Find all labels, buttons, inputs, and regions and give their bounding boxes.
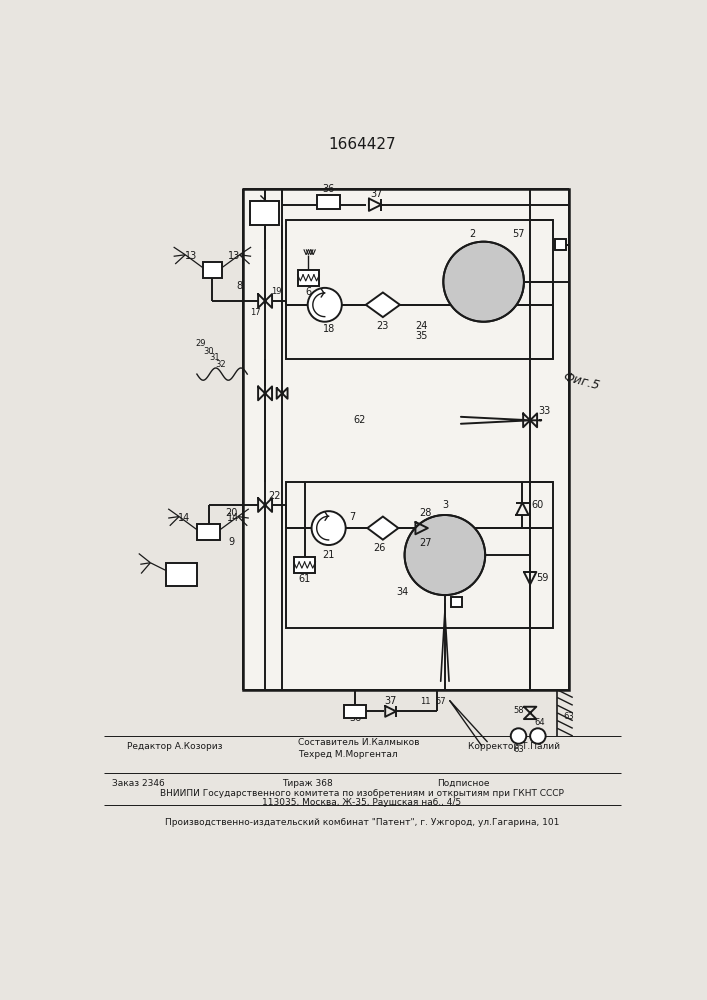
Bar bbox=[344, 705, 366, 718]
Text: 14: 14 bbox=[175, 569, 187, 579]
Text: 61: 61 bbox=[298, 574, 310, 584]
Text: 21: 21 bbox=[322, 550, 335, 560]
Text: 18: 18 bbox=[322, 324, 334, 334]
Bar bbox=[286, 482, 554, 628]
Bar bbox=[317, 195, 340, 209]
Text: 59: 59 bbox=[537, 573, 549, 583]
Bar bbox=[293, 557, 315, 573]
Circle shape bbox=[510, 728, 526, 744]
Text: 63: 63 bbox=[563, 712, 574, 721]
Bar bbox=[243, 189, 569, 690]
Text: Подписное: Подписное bbox=[437, 779, 490, 788]
Circle shape bbox=[404, 515, 485, 595]
Text: Тираж 368: Тираж 368 bbox=[282, 779, 333, 788]
Text: Производственно-издательский комбинат "Патент", г. Ужгород, ул.Гагарина, 101: Производственно-издательский комбинат "П… bbox=[165, 818, 559, 827]
Circle shape bbox=[443, 242, 524, 322]
Text: 28: 28 bbox=[419, 508, 432, 518]
Text: 6: 6 bbox=[305, 287, 312, 297]
Text: 60: 60 bbox=[532, 500, 544, 510]
Bar bbox=[166, 563, 197, 586]
Text: Техред М.Моргентал: Техред М.Моргентал bbox=[298, 750, 397, 759]
Text: 36: 36 bbox=[322, 184, 334, 194]
Text: 113035, Москва, Ж-35, Раушская наб., 4/5: 113035, Москва, Ж-35, Раушская наб., 4/5 bbox=[262, 798, 462, 807]
Bar bbox=[250, 201, 279, 225]
Text: 27: 27 bbox=[419, 538, 432, 548]
Text: 29: 29 bbox=[196, 339, 206, 348]
Bar bbox=[298, 270, 320, 286]
Text: 24: 24 bbox=[416, 321, 428, 331]
Text: Заказ 2346: Заказ 2346 bbox=[112, 779, 164, 788]
Text: 26: 26 bbox=[373, 543, 385, 553]
Text: 37: 37 bbox=[370, 189, 383, 199]
Circle shape bbox=[308, 288, 341, 322]
Text: 37: 37 bbox=[385, 696, 397, 706]
Bar bbox=[286, 220, 554, 359]
Bar bbox=[451, 597, 462, 607]
Text: 11: 11 bbox=[420, 697, 431, 706]
Text: 8: 8 bbox=[236, 281, 243, 291]
Text: 13: 13 bbox=[228, 251, 240, 261]
Text: Корректор Т.Палий: Корректор Т.Палий bbox=[468, 742, 560, 751]
Text: 81: 81 bbox=[258, 208, 270, 218]
Text: 9: 9 bbox=[228, 537, 235, 547]
Bar bbox=[203, 262, 222, 278]
Circle shape bbox=[312, 511, 346, 545]
Text: 1664427: 1664427 bbox=[328, 137, 396, 152]
Text: 33: 33 bbox=[538, 406, 550, 416]
Text: 31: 31 bbox=[209, 353, 220, 362]
Text: 64: 64 bbox=[534, 718, 544, 727]
Text: 14: 14 bbox=[227, 513, 240, 523]
Text: 30: 30 bbox=[203, 347, 214, 356]
Circle shape bbox=[530, 728, 546, 744]
Text: 36: 36 bbox=[349, 713, 361, 723]
Polygon shape bbox=[366, 292, 400, 317]
Text: 23: 23 bbox=[377, 321, 389, 331]
Text: 32: 32 bbox=[215, 360, 226, 369]
Text: 57: 57 bbox=[513, 229, 525, 239]
Text: 14: 14 bbox=[177, 513, 189, 523]
Text: 62: 62 bbox=[354, 415, 366, 425]
Text: 2: 2 bbox=[469, 229, 475, 239]
Bar bbox=[197, 524, 220, 540]
Text: 22: 22 bbox=[268, 491, 281, 501]
Text: Фиг.5: Фиг.5 bbox=[561, 371, 601, 393]
Text: 34: 34 bbox=[396, 587, 409, 597]
Polygon shape bbox=[368, 517, 398, 540]
Text: ВНИИПИ Государственного комитета по изобретениям и открытиям при ГКНТ СССР: ВНИИПИ Государственного комитета по изоб… bbox=[160, 789, 564, 798]
Text: 3: 3 bbox=[442, 500, 448, 510]
Text: 63: 63 bbox=[513, 745, 524, 754]
Text: Редактор А.Козориз: Редактор А.Козориз bbox=[127, 742, 223, 751]
Text: 7: 7 bbox=[349, 512, 355, 522]
Text: 17: 17 bbox=[250, 308, 261, 317]
Text: 35: 35 bbox=[416, 331, 428, 341]
Text: 58: 58 bbox=[513, 706, 524, 715]
Text: 20: 20 bbox=[226, 508, 238, 518]
Text: 57: 57 bbox=[436, 697, 446, 706]
Text: 19: 19 bbox=[271, 287, 282, 296]
Text: Составитель И.Калмыков: Составитель И.Калмыков bbox=[298, 738, 419, 747]
Text: 13: 13 bbox=[185, 251, 197, 261]
Bar bbox=[555, 239, 566, 250]
